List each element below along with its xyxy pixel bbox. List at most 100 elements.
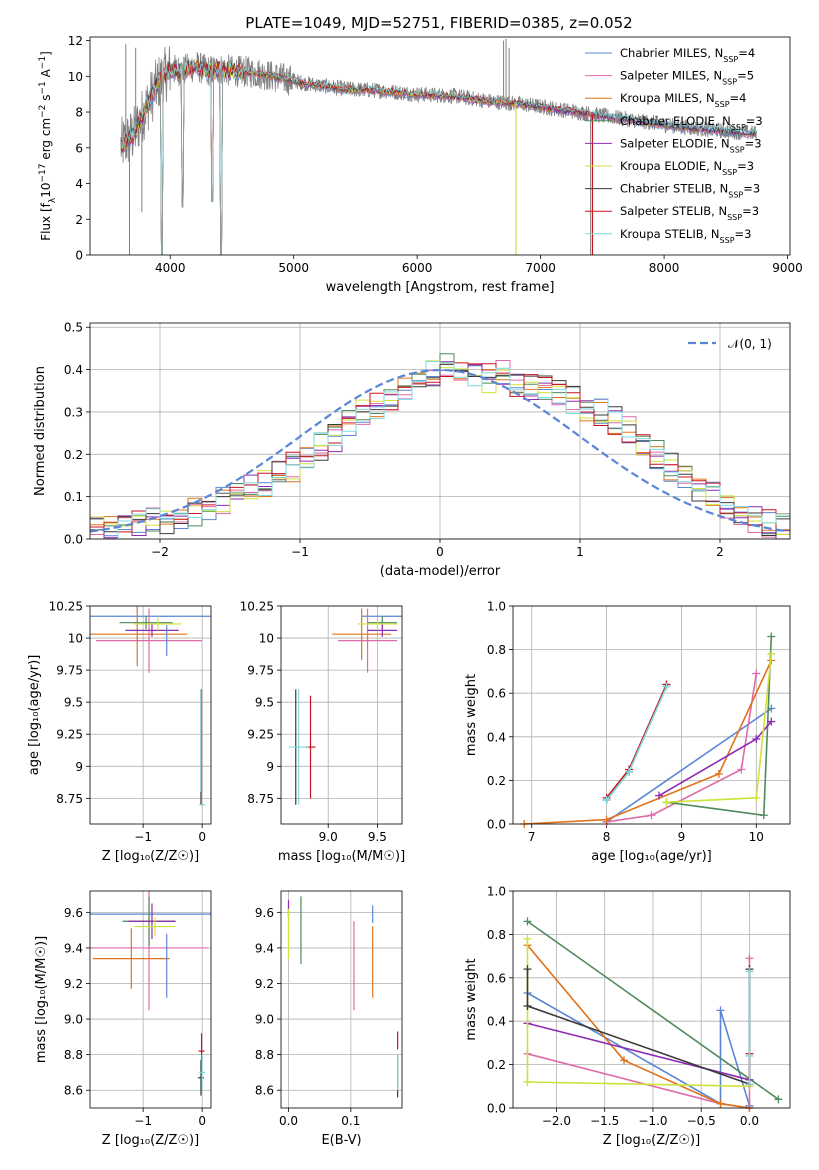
legend-label: 𝒩(0, 1) <box>728 337 772 351</box>
spectrum-panel: 4000 5000 6000 7000 8000 9000 0 2 4 6 8 10 12 wavelen… <box>38 34 803 295</box>
y-tick-label: 2 <box>75 213 83 227</box>
data-point-chabrier_elodie <box>774 1095 783 1104</box>
y-tick-label: 0.8 <box>487 643 506 657</box>
legend-text: Chabrier STELIB, N <box>620 182 728 196</box>
x-tick-label: 8000 <box>649 261 680 275</box>
data-point-kroupa_elodie <box>767 649 776 658</box>
x-tick-label: −1 <box>134 1114 152 1128</box>
data-point-salpeter_elodie <box>767 717 776 726</box>
y-tick-label: 12 <box>68 34 83 48</box>
y-tick-label: 0.6 <box>487 687 506 701</box>
legend-text: Salpeter ELODIE, N <box>620 136 730 150</box>
x-tick-label: 9.5 <box>368 830 387 844</box>
x-axis-label: mass [log₁₀(M/M☉)] <box>278 849 405 864</box>
y-tick-label: 0.4 <box>487 730 506 744</box>
normal-distribution-curve <box>90 368 788 533</box>
data-point-chabrier_elodie <box>767 632 776 641</box>
mass-weight-vs-age-panel: 7 8 9 10 0.0 0.2 0.4 0.6 0.8 1.0 age [log₁₀(age/yr… <box>464 600 791 864</box>
series-line-chabrier_elodie <box>527 920 779 1100</box>
y-tick-label: 8.75 <box>56 792 83 806</box>
y-tick-label: 0.4 <box>64 363 83 377</box>
y-tick-label: 9.4 <box>255 941 274 955</box>
y-axis-label: age [log₁₀(age/yr)] <box>27 655 42 776</box>
axes-frame <box>89 605 212 825</box>
model-spectrum-kroupa_stelib <box>120 59 757 255</box>
legend-subscript: SSP <box>722 168 737 177</box>
y-tick-label: 0.3 <box>64 405 83 419</box>
legend-subscript: SSP <box>722 77 737 86</box>
x-axis-label: E(B-V) <box>321 1133 361 1148</box>
x-tick-label: −1.5 <box>590 1114 619 1128</box>
y-tick-label: 0.0 <box>487 818 506 832</box>
axes-frame <box>89 36 791 256</box>
series-line-kroupa_miles <box>526 944 750 1108</box>
data-point-kroupa_miles <box>602 815 611 824</box>
axes-frame <box>89 322 791 540</box>
y-tick-label: 0 <box>75 249 83 263</box>
series-line-salpeter_stelib <box>605 684 668 799</box>
x-axis-label: age [log₁₀(age/yr)] <box>591 849 712 864</box>
legend-label: Chabrier ELODIE, NSSP=3 <box>620 114 763 132</box>
legend-subscript: SSP <box>723 55 738 64</box>
x-tick-label: 10 <box>749 830 764 844</box>
series-line-chabrier_stelib <box>605 684 668 801</box>
x-tick-label: 0 <box>198 830 206 844</box>
y-tick-label: 4 <box>75 177 83 191</box>
y-label-part: −2 <box>38 105 48 118</box>
series-line-salpeter_miles <box>606 673 758 823</box>
data-point-chabrier_elodie <box>759 811 768 820</box>
y-tick-label: 10.25 <box>240 600 274 614</box>
data-point-kroupa_stelib <box>745 967 754 976</box>
x-tick-label: 4000 <box>155 261 186 275</box>
y-tick-label: 9.0 <box>64 1013 83 1027</box>
y-tick-label: 9 <box>75 760 83 774</box>
y-tick-label: 9 <box>266 760 274 774</box>
y-tick-label: 0.0 <box>487 1102 506 1116</box>
y-axis-label: Flux [fλ10−17 erg cm−2 s−1 A−1] <box>38 51 58 241</box>
data-point-kroupa_stelib <box>745 1051 754 1060</box>
y-tick-label: 8.6 <box>64 1084 83 1098</box>
legend-subscript: SSP <box>727 213 742 222</box>
legend-text: Chabrier MILES, N <box>620 46 723 60</box>
y-tick-label: 0.2 <box>487 1058 506 1072</box>
y-tick-label: 8.8 <box>64 1048 83 1062</box>
y-tick-label: 9.25 <box>247 728 274 742</box>
legend-subscript: SSP <box>715 100 730 109</box>
mass-vs-reddening-panel: 0.0 0.1 8.6 8.8 9.0 9.2 9.4 9.6 E(B-V) <box>255 890 403 1148</box>
data-point-chabrier_elodie <box>523 917 532 926</box>
y-tick-label: 9.6 <box>255 906 274 920</box>
legend-label: Salpeter STELIB, NSSP=3 <box>620 204 759 222</box>
histogram-kroupa_stelib <box>90 361 790 539</box>
data-point-salpeter_elodie <box>752 734 761 743</box>
x-tick-label: −1 <box>291 545 309 559</box>
series-line-chabrier_miles <box>606 707 772 823</box>
axes-frame <box>512 605 791 825</box>
legend-text: Kroupa ELODIE, N <box>620 159 722 173</box>
data-point-kroupa_elodie <box>662 798 671 807</box>
y-tick-label: 9.75 <box>247 664 274 678</box>
y-tick-label: 9.6 <box>64 906 83 920</box>
x-tick-label: 7000 <box>525 261 556 275</box>
legend-subscript: SSP <box>728 190 743 199</box>
legend-text: =3 <box>746 114 763 128</box>
x-tick-label: 0.0 <box>740 1114 759 1128</box>
y-tick-label: 10 <box>68 632 83 646</box>
data-point-kroupa_elodie <box>523 1077 532 1086</box>
legend-text: =4 <box>730 91 747 105</box>
y-tick-label: 1.0 <box>487 885 506 899</box>
legend-label: Salpeter MILES, NSSP=5 <box>620 69 754 87</box>
data-point-chabrier_stelib <box>523 1002 532 1011</box>
y-tick-label: 9.2 <box>255 977 274 991</box>
data-point-kroupa_stelib <box>662 682 671 691</box>
x-tick-label: 7 <box>528 830 536 844</box>
axes-frame <box>280 890 403 1109</box>
y-tick-label: 8.8 <box>255 1048 274 1062</box>
x-tick-label: 0.0 <box>279 1114 298 1128</box>
legend-text: Kroupa MILES, N <box>620 91 715 105</box>
legend-text: =3 <box>745 136 762 150</box>
y-axis-label: mass [log₁₀(M/M☉)] <box>34 936 49 1063</box>
data-point-chabrier_stelib <box>523 965 532 974</box>
y-label-part: erg cm <box>39 118 53 164</box>
